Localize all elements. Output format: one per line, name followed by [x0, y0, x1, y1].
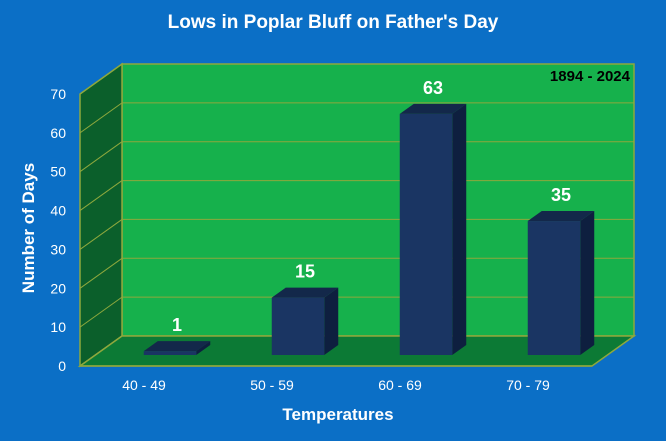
bar-top: [527, 211, 595, 222]
plot-area: 0 10 20 30 40 50 60 70 1 40 - 49 15 50 - 59 63 60 - 6…: [50, 62, 637, 393]
bar-top: [143, 341, 211, 352]
year-range-annotation: 1894 - 2024: [550, 68, 631, 85]
bar-side: [452, 103, 467, 355]
bar-side: [196, 341, 211, 355]
x-tick-label: 60 - 69: [378, 377, 422, 393]
side-gridline: [79, 63, 123, 95]
y-tick-label: 0: [58, 358, 66, 374]
y-tick-label: 30: [50, 241, 66, 257]
y-axis-title: Number of Days: [19, 163, 38, 293]
x-tick-label: 40 - 49: [122, 377, 166, 393]
side-gridline: [79, 257, 123, 289]
y-tick-label: 50: [50, 164, 66, 180]
side-gridline: [79, 296, 123, 328]
bar-side: [324, 287, 339, 355]
y-tick-label: 60: [50, 125, 66, 141]
x-tick-label: 70 - 79: [506, 377, 550, 393]
bar-top: [271, 287, 339, 298]
side-gridline: [79, 219, 123, 250]
side-gridline: [79, 180, 123, 211]
bar: [143, 351, 197, 355]
bar: [271, 297, 325, 355]
data-label: 1: [172, 315, 182, 335]
data-label: 15: [295, 262, 315, 282]
y-tick-label: 70: [50, 86, 66, 102]
side-gridline: [79, 141, 123, 173]
data-label: 63: [423, 78, 443, 98]
data-label: 35: [551, 185, 571, 205]
bar-side: [580, 211, 595, 355]
x-axis-title: Temperatures: [282, 405, 393, 424]
y-tick-label: 40: [50, 203, 66, 219]
side-gridline: [79, 102, 123, 134]
bar: [399, 113, 453, 355]
chart-title: Lows in Poplar Bluff on Father's Day: [168, 12, 499, 33]
bar-top: [399, 103, 467, 114]
x-tick-label: 50 - 59: [250, 377, 294, 393]
y-tick-label: 10: [50, 319, 66, 335]
plot-side-wall: [79, 62, 123, 368]
bar: [527, 221, 581, 355]
y-tick-label: 20: [50, 280, 66, 296]
